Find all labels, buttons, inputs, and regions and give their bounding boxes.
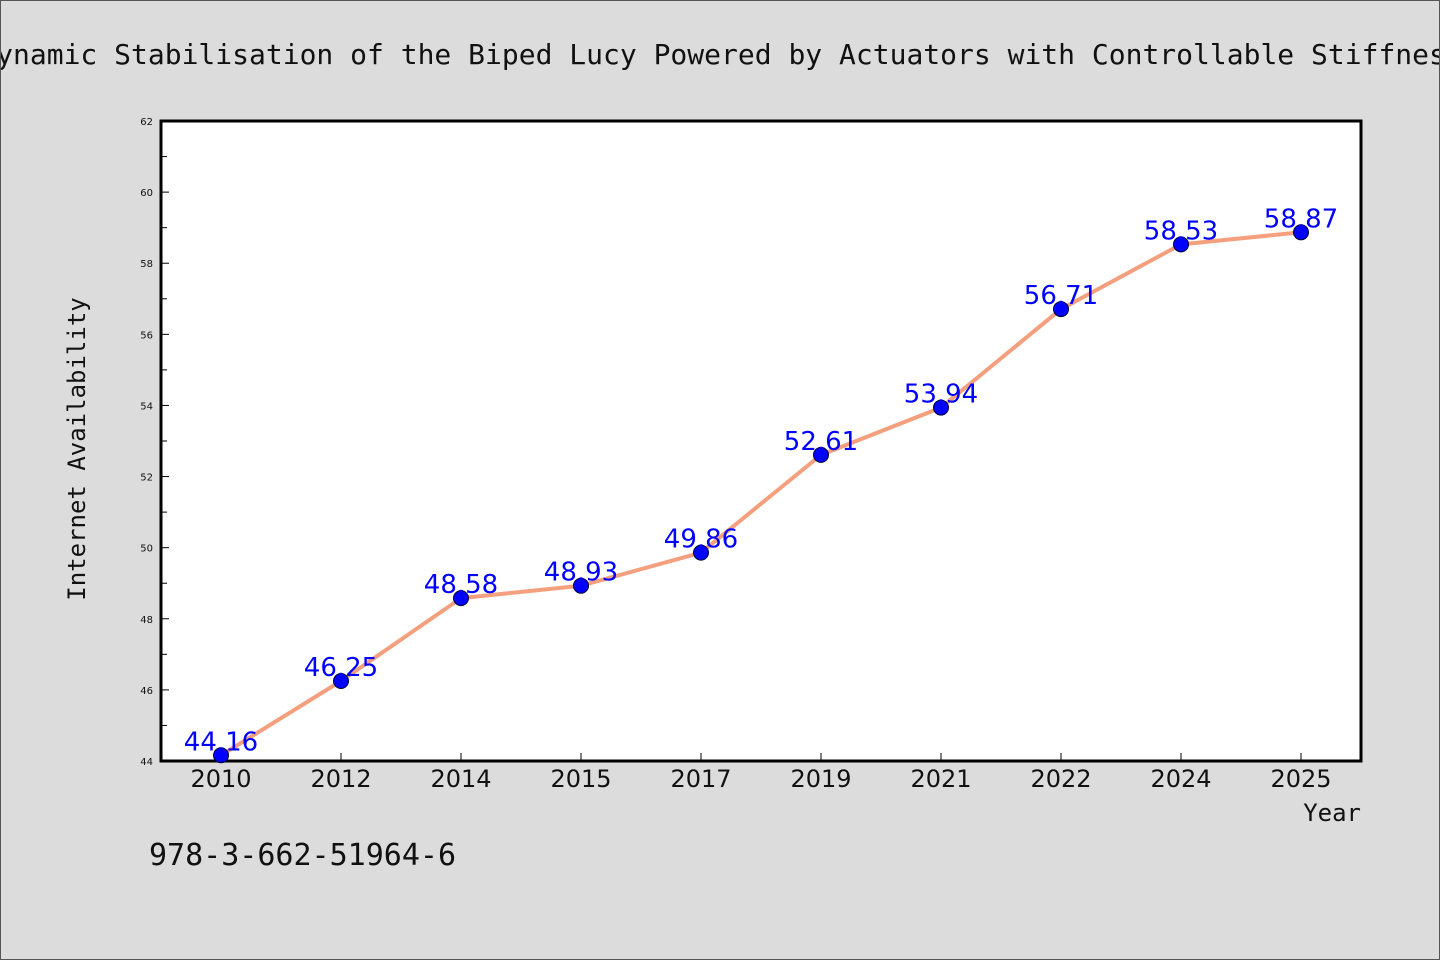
plot-area [159, 119, 1363, 763]
data-point [1293, 224, 1309, 241]
chart-title: Dynamic Stabilisation of the Biped Lucy … [1, 38, 1440, 71]
data-point [813, 446, 829, 463]
data-point [333, 673, 349, 689]
y-tick-label: 54 [140, 401, 153, 412]
data-label: 48.58 [424, 570, 498, 600]
y-tick-label: 56 [140, 330, 153, 341]
x-tick-label: 2021 [910, 765, 971, 793]
data-label: 58.87 [1264, 204, 1338, 234]
x-tick-label: 2014 [430, 765, 491, 793]
data-point [1053, 301, 1069, 318]
data-point [453, 590, 469, 607]
y-tick-label: 58 [140, 259, 153, 270]
data-label: 46.25 [304, 653, 378, 683]
data-point [1173, 236, 1189, 253]
x-axis: 2010 2012 2014 2015 2017 2019 2021 2022 2024 2025 [190, 753, 1332, 793]
isbn-text: 978-3-662-51964-6 [149, 838, 456, 873]
y-tick-label: 50 [140, 544, 153, 555]
x-tick-label: 2012 [310, 765, 371, 793]
x-tick-label: 2017 [670, 765, 731, 793]
x-tick-label: 2019 [790, 765, 851, 793]
data-label: 53.94 [904, 380, 978, 410]
y-axis-label: Internet Availability [63, 297, 91, 600]
data-label: 44.16 [184, 727, 258, 757]
data-label: 58.53 [1144, 216, 1218, 246]
series-layer [213, 224, 1309, 764]
y-tick-label: 62 [140, 117, 153, 128]
data-label: 56.71 [1024, 281, 1098, 311]
data-point [573, 577, 589, 594]
data-point [933, 399, 949, 416]
data-labels: 44.16 46.25 48.58 48.93 49.86 52.61 53.94 56.71… [184, 204, 1338, 757]
data-point [213, 747, 229, 764]
y-tick-label: 48 [140, 615, 153, 626]
x-axis-label: Year [1303, 799, 1361, 827]
x-tick-label: 2024 [1150, 765, 1211, 793]
data-label: 52.61 [784, 427, 858, 457]
data-label: 49.86 [664, 525, 738, 555]
series-line [219, 230, 1302, 758]
y-tick-label: 60 [140, 188, 153, 199]
x-tick-label: 2025 [1270, 765, 1331, 793]
y-tick-label: 44 [140, 757, 153, 768]
x-tick-label: 2022 [1030, 765, 1091, 793]
data-label: 48.93 [544, 558, 618, 588]
y-tick-label: 52 [140, 473, 153, 484]
y-axis: 44 46 48 50 52 54 56 58 60 62 [140, 117, 169, 768]
x-tick-label: 2015 [550, 765, 611, 793]
x-tick-label: 2010 [190, 765, 251, 793]
data-point [693, 544, 709, 561]
y-tick-label: 46 [140, 686, 153, 697]
